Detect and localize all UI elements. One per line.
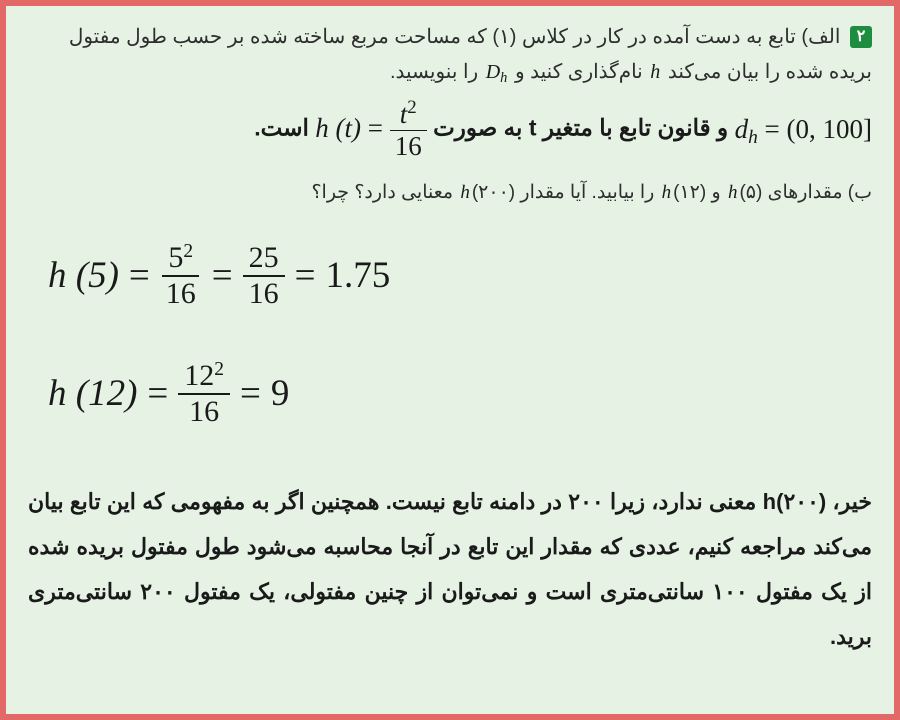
math-row-h5: h (5) = 52 16 = 25 16 = 1.75 [48, 243, 872, 309]
part-a-end: را بنویسید. [390, 61, 478, 83]
math-row-h12: h (12) = 122 16 = 9 [48, 361, 872, 427]
h-of-200: h [458, 182, 472, 203]
frac-25-16: 25 16 [243, 243, 285, 309]
part-a-mid: نام‌گذاری کنید و [515, 61, 643, 83]
part-b-text: ب) مقدارهای h(۵) و h(۱۲) را بیابید. آیا … [28, 176, 872, 210]
answer-paragraph: خیر، (۲۰۰)h معنی ندارد، زیرا ۲۰۰ در دامن… [28, 479, 872, 659]
part-a-line1: الف) تابع به دست آمده در کار در کلاس (۱)… [126, 26, 840, 48]
h-of-5: h [726, 182, 740, 203]
eq-join: و قانون تابع با متغیر [536, 114, 734, 140]
frac-t2-16: t216 [390, 99, 427, 162]
ht-eq: h (t) = t216 [315, 96, 426, 162]
frac-5sq-16: 52 16 [160, 243, 202, 309]
question-marker: ۲ [850, 26, 872, 48]
equation-line: dh = (0, 100] و قانون تابع با متغیر t به… [28, 96, 872, 162]
frac-12sq-16: 122 16 [178, 361, 230, 427]
dh-interval: dh = (0, 100] [735, 97, 872, 162]
answer-h: h [763, 489, 776, 514]
eq-end: است. [254, 114, 315, 140]
page-container: ۲ الف) تابع به دست آمده در کار در کلاس (… [6, 6, 894, 714]
eq-join2: به صورت [427, 114, 529, 140]
var-Dh: Dh [484, 61, 510, 83]
var-h: h [648, 61, 662, 83]
h-of-12: h [660, 182, 674, 203]
math-workings: h (5) = 52 16 = 25 16 = 1.75 h (12) = 12… [48, 243, 872, 427]
part-a-text: ۲ الف) تابع به دست آمده در کار در کلاس (… [28, 20, 872, 90]
